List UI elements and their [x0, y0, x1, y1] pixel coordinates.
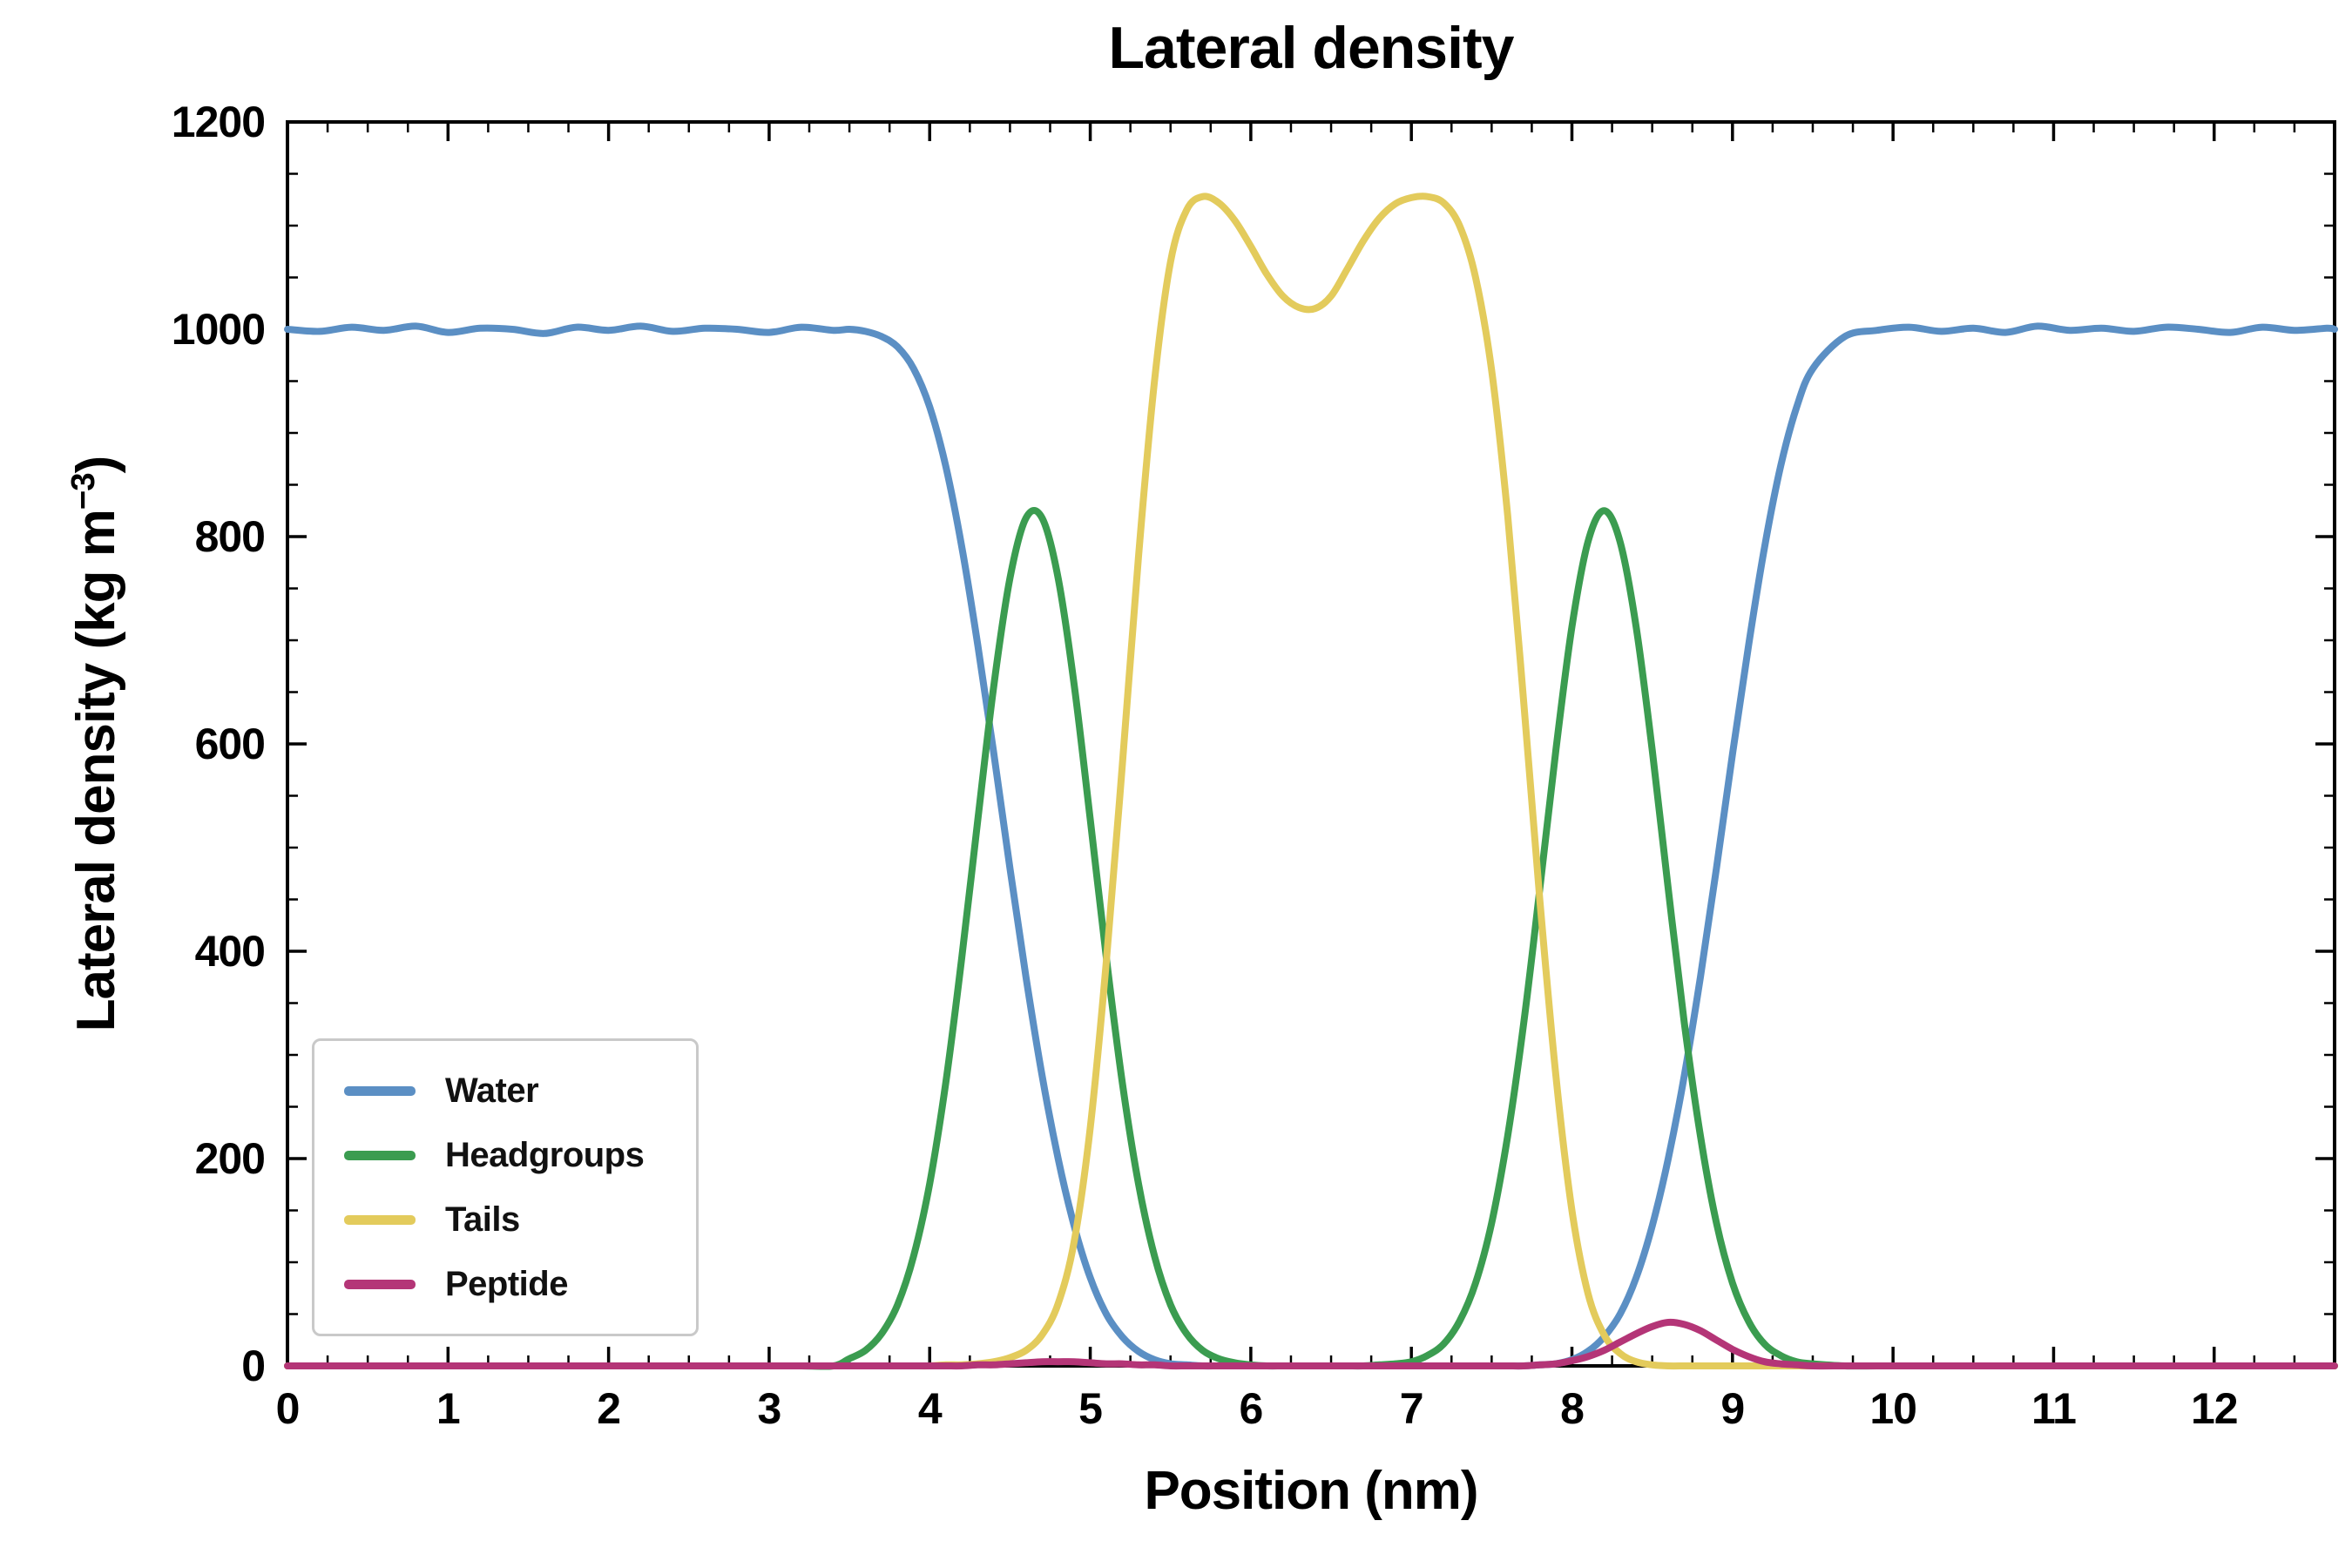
y-axis-label-close: ): [66, 456, 127, 474]
x-tick-label: 0: [276, 1384, 300, 1433]
x-tick-label: 9: [1720, 1384, 1744, 1433]
x-tick-label: 4: [918, 1384, 943, 1433]
legend-swatch-tails: [344, 1214, 416, 1225]
x-tick-label: 2: [597, 1384, 620, 1433]
y-tick-label: 400: [195, 927, 265, 976]
y-tick-label: 600: [195, 720, 265, 768]
x-tick-label: 8: [1560, 1384, 1584, 1433]
x-tick-label: 3: [758, 1384, 781, 1433]
x-tick-label: 10: [1869, 1384, 1916, 1433]
y-tick-label: 0: [241, 1342, 265, 1390]
legend-item-headgroups: Headgroups: [344, 1130, 645, 1180]
x-tick-label: 7: [1400, 1384, 1423, 1433]
legend-swatch-peptide: [344, 1279, 416, 1289]
y-axis-label: Lateral density (kg m−3): [64, 456, 127, 1032]
x-tick-label: 11: [2031, 1384, 2076, 1433]
chart-title: Lateral density: [1108, 15, 1515, 81]
legend-swatch-water: [344, 1085, 416, 1096]
legend-item-peptide: Peptide: [344, 1259, 644, 1309]
y-axis-label-text: Lateral density (kg m: [66, 510, 127, 1032]
legend-label-headgroups: Headgroups: [445, 1135, 645, 1174]
legend-label-water: Water: [445, 1071, 539, 1110]
x-axis-label: Position (nm): [1144, 1461, 1478, 1521]
y-tick-label: 1200: [172, 98, 265, 146]
series-line-peptide: [284, 1318, 2338, 1370]
y-tick-label: 200: [195, 1134, 265, 1183]
x-tick-label: 1: [436, 1384, 460, 1433]
legend-label-peptide: Peptide: [445, 1264, 568, 1303]
x-tick-label: 6: [1239, 1384, 1262, 1433]
y-tick-label: 1000: [172, 305, 265, 354]
legend-swatch-headgroups: [344, 1150, 416, 1160]
y-axis-label-superscript: −3: [64, 473, 102, 510]
x-tick-label: 12: [2191, 1384, 2238, 1433]
legend-item-water: Water: [344, 1065, 644, 1116]
legend: Water Headgroups Tails Peptide: [312, 1038, 700, 1336]
x-tick-label: 5: [1078, 1384, 1102, 1433]
legend-item-tails: Tails: [344, 1194, 644, 1245]
y-tick-label: 800: [195, 512, 265, 561]
legend-label-tails: Tails: [445, 1200, 520, 1239]
